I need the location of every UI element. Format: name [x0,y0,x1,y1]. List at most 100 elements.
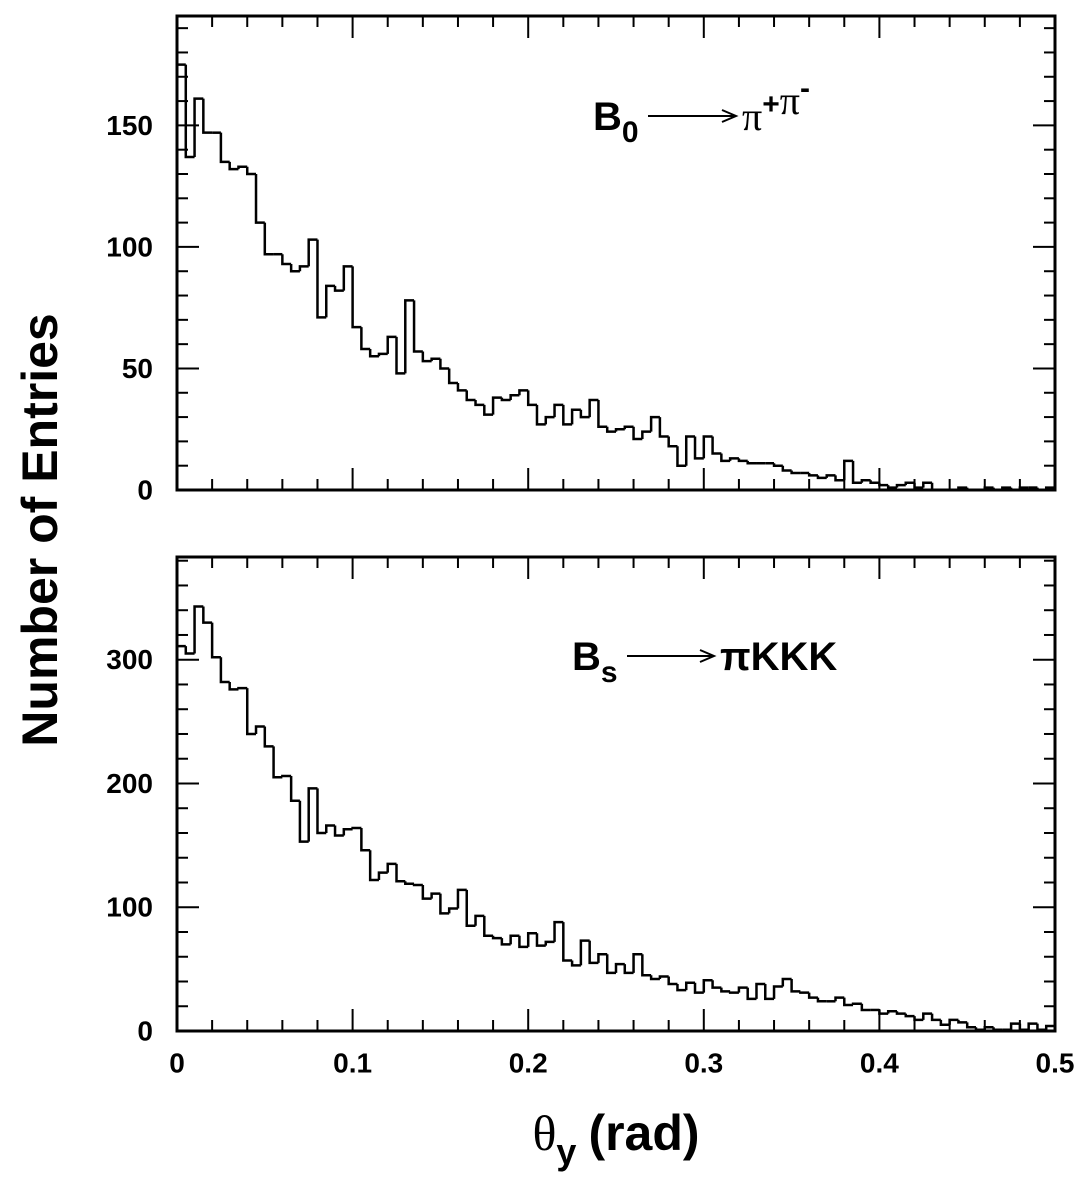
histogram-bin [781,465,792,472]
histogram-bin [562,404,573,426]
histogram-bin [702,979,713,993]
histogram-bin [843,997,854,1007]
histogram-bin [772,463,783,467]
x-axis-symbol: θ [532,1105,556,1161]
histogram-bin [684,435,696,466]
histogram-bin [465,889,476,928]
histogram-bin [430,357,441,362]
annotation-superscript: - [800,72,810,105]
histogram-bin [447,368,458,385]
histogram-bin [219,132,230,164]
histogram-bin [974,1027,985,1032]
histogram-bin [755,982,766,999]
y-tick-label: 100 [106,231,153,262]
histogram-bin [702,435,713,459]
histogram-bin [886,1009,897,1014]
histogram-bin [439,893,450,915]
histogram-bin [316,239,327,319]
histogram-bin [886,485,897,489]
histogram-bin [456,888,467,909]
histogram-bin [904,481,915,486]
histogram-bin [386,335,397,354]
histogram-bin [922,481,933,488]
histogram-bin [342,828,353,836]
annotation-subscript: s [601,656,618,689]
histogram-bin [930,1013,941,1022]
histogram-bin [404,881,415,885]
histogram-bin [860,1003,871,1012]
histogram-bin [368,850,379,882]
annotation: Bs [572,635,618,689]
histogram-bin [807,472,818,477]
histogram-bin [1009,1022,1020,1030]
histogram-bin [825,474,836,478]
histogram-bin [623,964,634,975]
y-tick-label: 0 [137,1016,153,1047]
histogram-bin [913,1016,924,1022]
histogram-bin [623,425,634,430]
histogram-bin [649,975,660,981]
histogram-bin [307,238,318,267]
annotation-particle: πKKK [720,635,837,679]
histogram-bin [588,398,599,418]
histogram-bin [325,284,336,318]
annotation-particle: π [742,94,762,139]
histogram-bin [333,825,344,837]
y-tick-label: 200 [106,768,153,799]
histogram-bin [939,1019,950,1027]
histogram-bin [957,1019,968,1024]
histogram-bin [421,351,432,363]
histogram-bin [245,166,257,176]
histogram-bin [632,953,643,973]
histogram-bin [684,981,696,991]
histogram-bin [491,935,502,940]
histogram-bin [316,788,327,835]
y-tick-label: 300 [106,644,153,675]
histogram-bin [1018,1023,1029,1032]
histogram-bin [228,161,239,171]
plot-frame [175,14,1057,492]
histogram-bin [281,774,292,778]
histogram-bin [693,436,704,460]
histogram-bin [351,266,362,329]
histogram-bin [807,992,818,999]
histogram-bin [860,479,871,483]
histogram-bin [289,263,300,273]
histogram-bin [447,907,458,914]
histogram-bin [948,1018,959,1025]
histogram-bin [728,991,739,994]
histogram-bin [483,404,494,416]
histogram-bin [965,1022,976,1029]
x-tick-label: 0.4 [860,1048,899,1079]
histogram-bin [360,828,371,852]
histogram-bin [395,863,406,883]
histogram-bin [983,1026,994,1030]
histogram-bin [553,920,564,942]
histogram-bin [421,884,432,900]
histogram-bin [737,458,748,463]
histogram-bin [790,979,801,993]
histogram-bin [368,349,379,358]
histogram-bin [281,254,292,266]
histogram-bin [992,1027,1003,1032]
histogram-bin [184,64,195,159]
histogram-bin [641,954,652,977]
histogram-bin [1027,1022,1038,1030]
histogram-bin [193,605,204,654]
histogram-bin [254,725,265,734]
x-tick-label: 0.5 [1036,1048,1075,1079]
histogram-bin [237,165,248,170]
histogram-bin [263,726,274,748]
histogram-bin [816,997,827,1003]
histogram-bin [904,1013,915,1018]
histogram-bin [377,871,388,881]
histogram-bin [202,606,213,624]
histogram-bin [658,975,669,980]
y-tick-label: 150 [106,110,153,141]
histogram-bin [588,940,599,965]
annotation-particle: π [780,78,800,123]
histogram-bin [772,985,783,999]
histogram-bin [526,931,537,947]
histogram-bin [412,300,423,353]
histogram-bin [465,390,476,402]
